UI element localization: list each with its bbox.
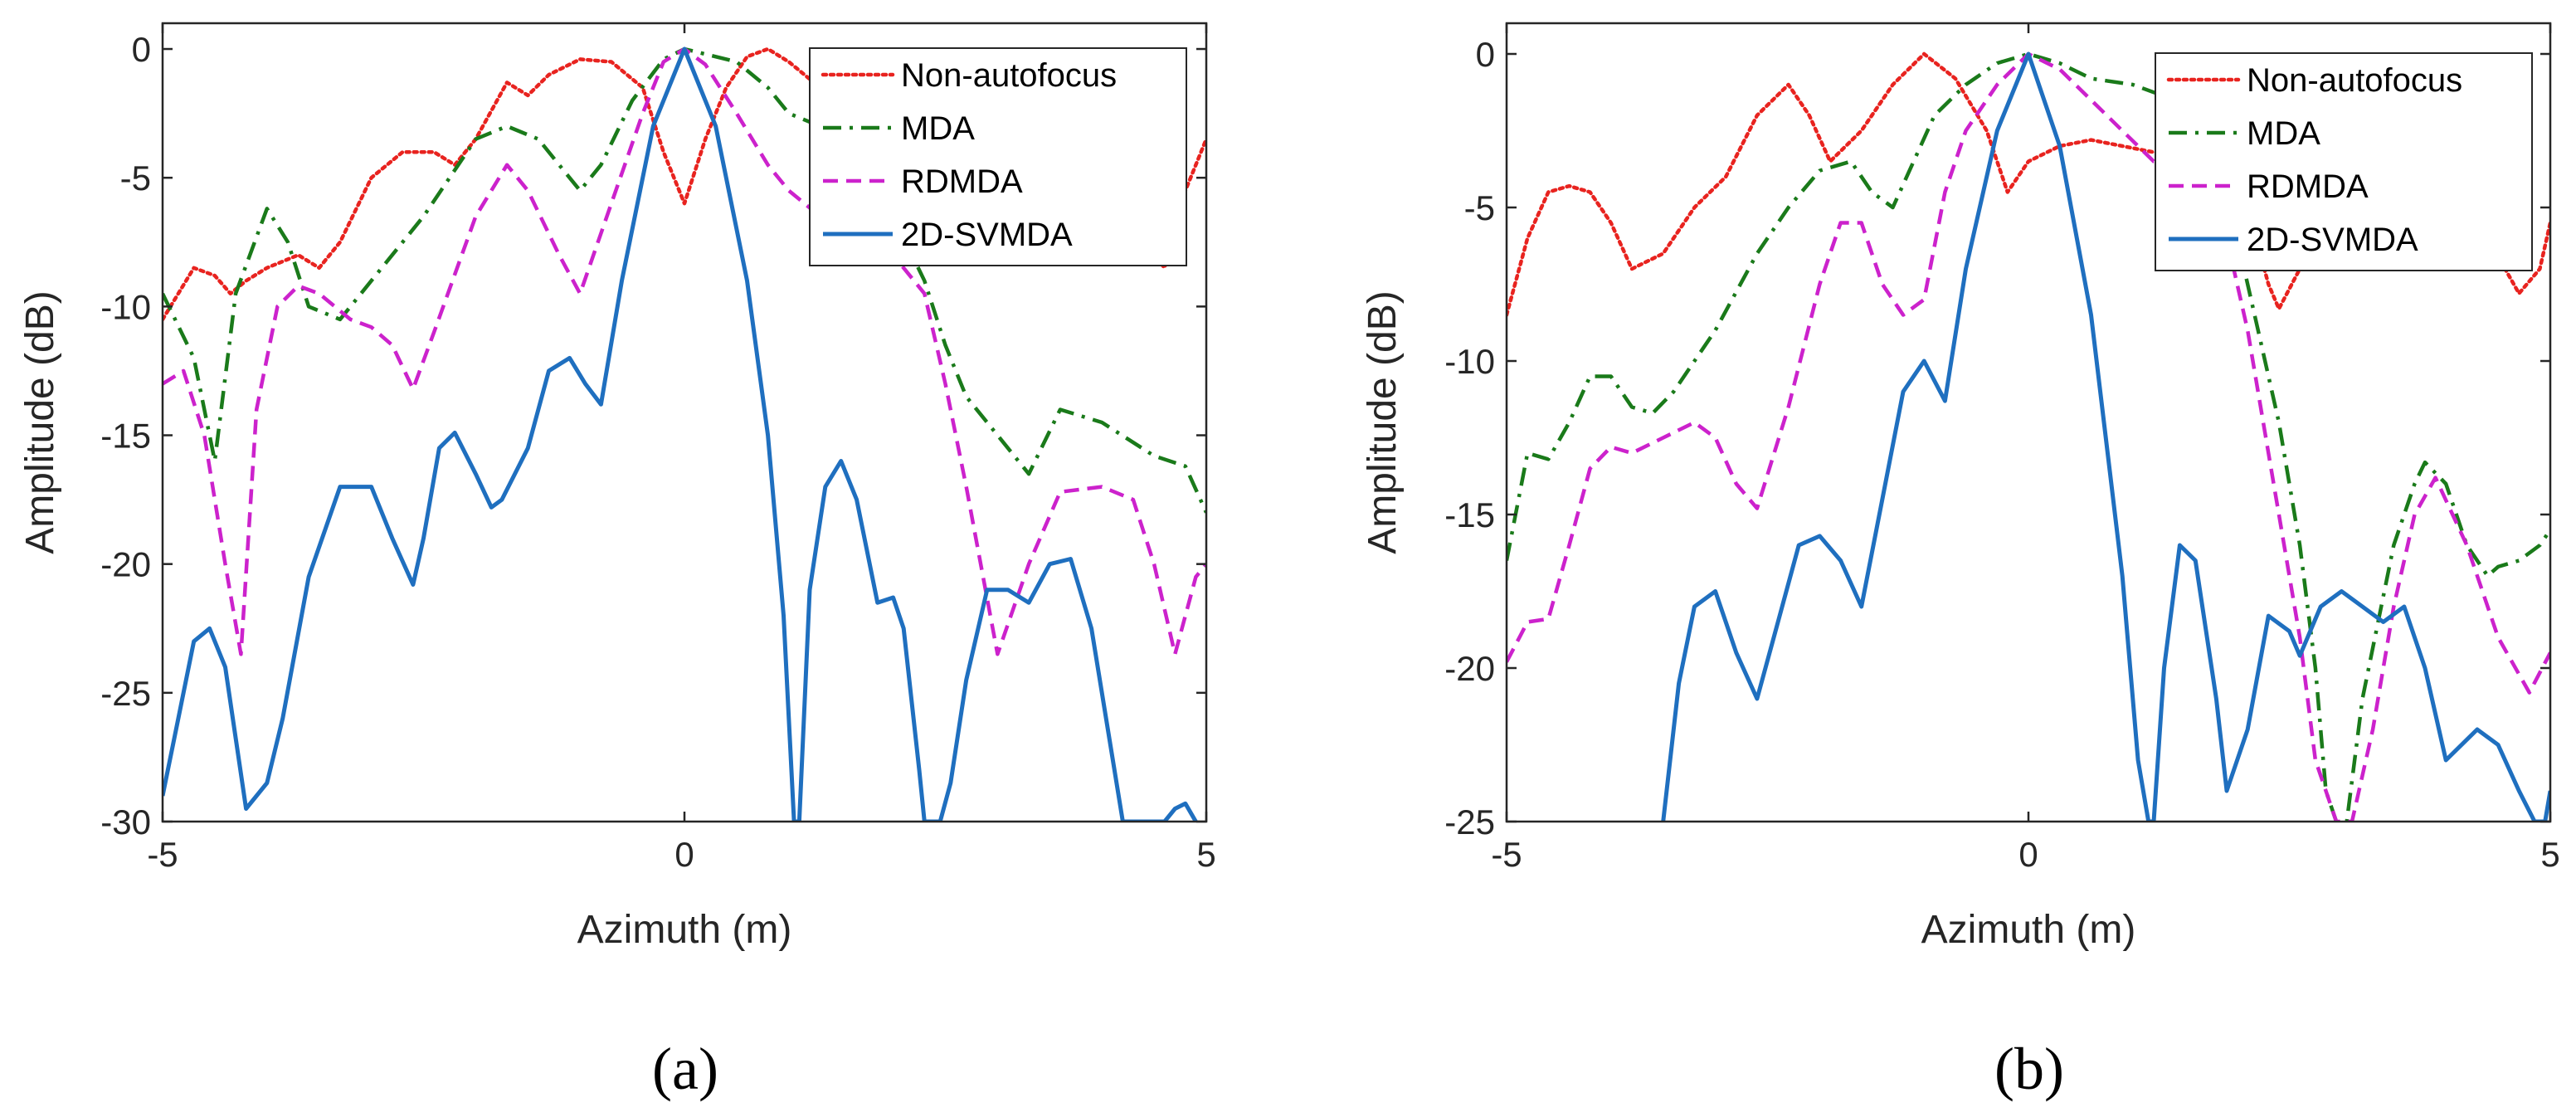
x-tick-label-b: 0 bbox=[2018, 835, 2038, 874]
legend-label-b: Non-autofocus bbox=[2247, 62, 2462, 99]
caption-a: (a) bbox=[652, 1036, 718, 1102]
y-tick-label-a: -30 bbox=[100, 802, 151, 841]
legend-b: Non-autofocus MDA RDMDA 2D-SVMDA bbox=[2155, 52, 2533, 271]
y-tick-label-b: 0 bbox=[1476, 35, 1495, 74]
y-axis-label-b: Amplitude (dB) bbox=[1361, 290, 1405, 554]
x-tick-label-a: 0 bbox=[674, 835, 694, 874]
y-tick-label-b: -15 bbox=[1444, 495, 1495, 534]
legend-label-a: 2D-SVMDA bbox=[901, 217, 1073, 253]
y-tick-label-a: -20 bbox=[100, 545, 151, 584]
legend-label-a: RDMDA bbox=[901, 163, 1023, 200]
y-tick-label-b: -10 bbox=[1444, 342, 1495, 381]
x-tick-label-a: 5 bbox=[1196, 835, 1215, 874]
y-tick-label-a: -10 bbox=[100, 287, 151, 326]
legend-a: Non-autofocus MDA RDMDA 2D-SVMDA bbox=[809, 47, 1187, 266]
y-tick-label-a: -25 bbox=[100, 674, 151, 713]
series-line-mda-b bbox=[1507, 51, 2550, 822]
y-tick-label-b: -20 bbox=[1444, 649, 1495, 688]
series-line-mda-a bbox=[163, 46, 1206, 514]
y-tick-label-a: 0 bbox=[132, 30, 151, 69]
series-line-rdmda-a bbox=[163, 46, 1206, 656]
series-line-2d-svmda-a bbox=[163, 46, 1198, 822]
x-tick-label-b: -5 bbox=[1491, 835, 1522, 874]
legend-box-a bbox=[809, 47, 1187, 266]
y-tick-label-b: -5 bbox=[1464, 188, 1495, 227]
legend-label-a: Non-autofocus bbox=[901, 57, 1117, 94]
y-tick-label-b: -25 bbox=[1444, 802, 1495, 841]
x-axis-label-b: Azimuth (m) bbox=[1921, 908, 2136, 952]
x-tick-label-a: -5 bbox=[147, 835, 178, 874]
legend-label-b: MDA bbox=[2247, 115, 2320, 152]
caption-b: (b) bbox=[1994, 1036, 2064, 1102]
y-axis-label-a: Amplitude (dB) bbox=[18, 290, 62, 554]
legend-box-b bbox=[2155, 52, 2533, 271]
x-tick-label-b: 5 bbox=[2540, 835, 2559, 874]
legend-label-a: MDA bbox=[901, 110, 975, 147]
x-axis-label-a: Azimuth (m) bbox=[577, 908, 792, 952]
series-line-2d-svmda-b bbox=[1661, 51, 2550, 822]
y-tick-label-a: -5 bbox=[120, 159, 151, 198]
legend-label-b: RDMDA bbox=[2247, 168, 2369, 205]
y-tick-label-a: -15 bbox=[100, 417, 151, 456]
legend-label-b: 2D-SVMDA bbox=[2247, 222, 2418, 258]
